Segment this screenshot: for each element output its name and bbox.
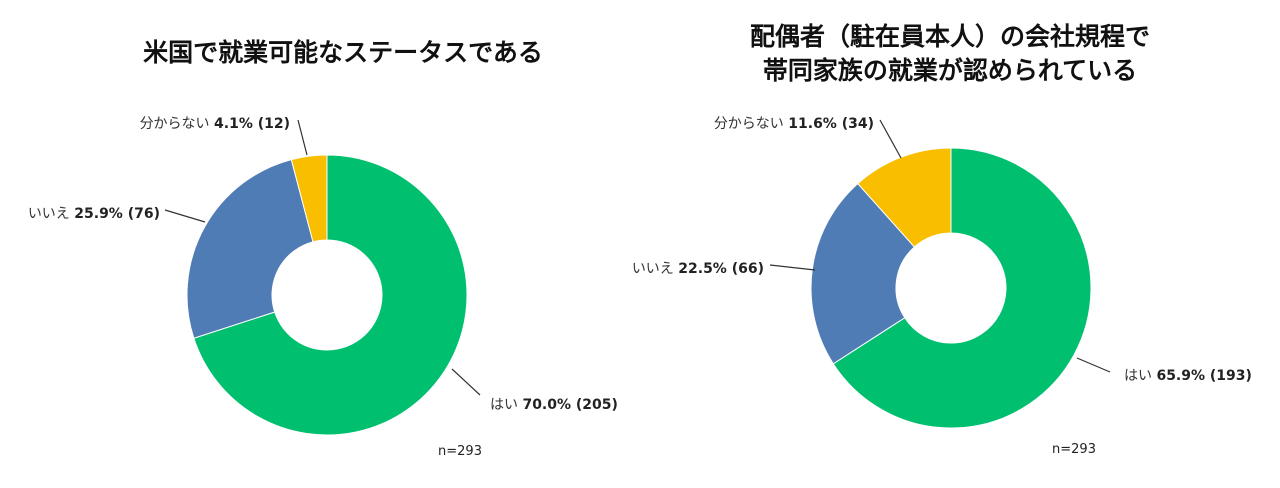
donut-slice-unknown xyxy=(857,147,952,248)
slice-label-unknown: 分からない 11.6% (34) xyxy=(714,116,874,132)
chart-title-right: 配偶者（駐在員本人）の会社規程で 帯同家族の就業が認められている xyxy=(700,20,1200,88)
leader-line-no xyxy=(164,209,206,223)
donut-slice-no xyxy=(810,182,916,365)
slice-label-name: はい xyxy=(1124,368,1156,384)
donut-slice-unknown xyxy=(290,154,328,243)
slice-label-name: 分からない xyxy=(140,116,214,132)
donut-slice-no xyxy=(186,159,314,339)
chart-title-left: 米国で就業可能なステータスである xyxy=(143,38,543,67)
slice-label-yes: はい 70.0% (205) xyxy=(490,397,618,413)
slice-label-no: いいえ 22.5% (66) xyxy=(632,261,764,277)
slice-label-no: いいえ 25.9% (76) xyxy=(28,206,160,222)
slice-label-value: 22.5% (66) xyxy=(678,261,764,277)
slice-label-name: 分からない xyxy=(714,116,788,132)
slice-label-value: 70.0% (205) xyxy=(522,397,617,413)
leader-line-yes xyxy=(1076,357,1111,373)
chart-title-right-line-2: 帯同家族の就業が認められている xyxy=(762,56,1138,85)
donut-chart-right: はい 65.9% (193) いいえ 22.5% (66) 分からない 11.6% … xyxy=(632,116,1252,457)
slice-label-value: 4.1% (12) xyxy=(214,116,290,132)
slice-label-name: いいえ xyxy=(632,261,678,277)
sample-size-label: n=293 xyxy=(438,444,482,459)
leader-line-unknown xyxy=(879,119,902,159)
slice-label-name: はい xyxy=(490,397,522,413)
slice-label-name: いいえ xyxy=(28,206,74,222)
slice-label-unknown: 分からない 4.1% (12) xyxy=(140,116,290,132)
slice-label-yes: はい 65.9% (193) xyxy=(1124,368,1252,384)
slice-label-value: 25.9% (76) xyxy=(74,206,160,222)
donut-slice-yes xyxy=(193,154,468,436)
leader-line-yes xyxy=(451,368,481,396)
sample-size-label: n=293 xyxy=(1052,442,1096,457)
donut-slice-yes xyxy=(832,147,1092,429)
slice-label-value: 65.9% (193) xyxy=(1156,368,1251,384)
leader-line-unknown xyxy=(297,119,308,156)
slice-label-value: 11.6% (34) xyxy=(788,116,874,132)
donut-chart-left: はい 70.0% (205) いいえ 25.9% (76) 分からない 4.1% (… xyxy=(28,116,618,459)
chart-title-right-line-1: 配偶者（駐在員本人）の会社規程で xyxy=(749,22,1150,51)
leader-line-no xyxy=(769,264,816,271)
